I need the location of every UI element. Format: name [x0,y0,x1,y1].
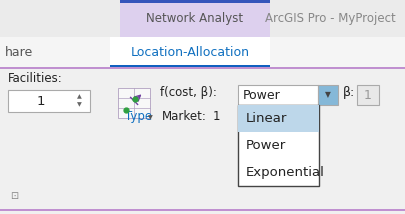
Text: ArcGIS Pro - MyProject: ArcGIS Pro - MyProject [264,12,395,25]
Bar [0,67,405,69]
Text: ▼: ▼ [148,116,152,120]
Bar [238,105,319,186]
Bar [8,90,90,112]
Text: Linear: Linear [246,112,288,125]
Bar [0,37,405,67]
Bar [120,0,270,3]
Text: ▼: ▼ [77,103,81,107]
Bar [238,105,319,132]
Bar [110,64,270,67]
Bar [120,0,270,37]
Text: Exponential: Exponential [246,166,325,179]
Text: 1: 1 [213,110,220,122]
Text: Power: Power [243,89,281,101]
Bar [110,37,270,67]
Bar [357,85,379,105]
Text: Type: Type [125,110,152,122]
Text: 1: 1 [364,89,372,101]
Bar [118,88,150,118]
Text: Network Analyst: Network Analyst [147,12,243,25]
Bar [0,0,405,37]
Text: Market:: Market: [162,110,207,122]
Text: ⊡: ⊡ [10,191,18,201]
Text: f(cost, β):: f(cost, β): [160,86,217,98]
Text: 1: 1 [36,95,45,107]
Text: ▼: ▼ [325,91,331,100]
Text: Power: Power [246,139,286,152]
Text: β:: β: [343,86,355,98]
Bar [0,209,405,211]
Text: Facilities:: Facilities: [8,71,63,85]
Bar [318,85,338,105]
Bar [0,69,405,214]
Text: Location-Allocation: Location-Allocation [130,46,249,58]
Bar [238,85,318,105]
Text: ▲: ▲ [77,95,81,100]
Text: hare: hare [5,46,33,58]
